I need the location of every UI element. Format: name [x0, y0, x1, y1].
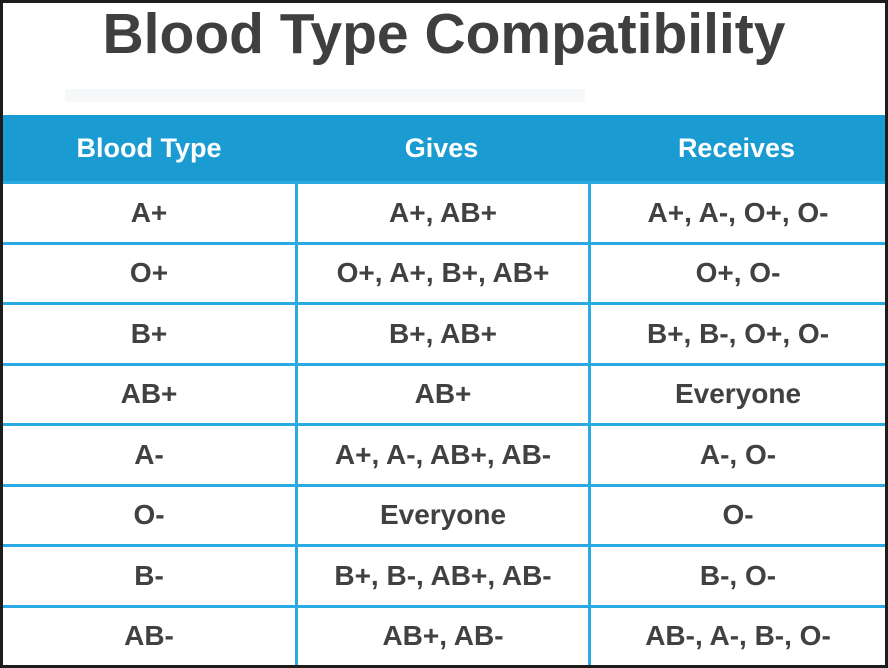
- table-row: O+ O+, A+, B+, AB+ O+, O-: [3, 244, 885, 305]
- table-row: A+ A+, AB+ A+, A-, O+, O-: [3, 184, 885, 245]
- cell-blood-type: B+: [130, 317, 168, 349]
- cell-gives: AB+, AB-: [295, 607, 588, 665]
- cell-blood-type: AB+: [120, 378, 178, 410]
- table-row: AB+ AB+ Everyone: [3, 365, 885, 426]
- cell-receives: O-: [588, 486, 885, 544]
- cell-blood-type: O-: [133, 499, 165, 531]
- cell-blood-type: O+: [129, 257, 169, 289]
- faint-watermark: [65, 89, 585, 102]
- cell-gives: O+, A+, B+, AB+: [295, 244, 588, 302]
- cell-receives: B+, B-, O+, O-: [588, 305, 885, 363]
- cell-receives: A-, O-: [588, 426, 885, 484]
- cell-blood-type: B-: [134, 559, 164, 591]
- table-row: A- A+, A-, AB+, AB- A-, O-: [3, 426, 885, 487]
- cell-blood-type: AB-: [124, 620, 174, 652]
- table-row: AB- AB+, AB- AB-, A-, B-, O-: [3, 607, 885, 665]
- column-header-receives: Receives: [677, 132, 796, 163]
- cell-receives: Everyone: [588, 365, 885, 423]
- cell-blood-type: A-: [134, 438, 164, 470]
- table-row: O- Everyone O-: [3, 486, 885, 547]
- table-header-row: Blood Type Gives Receives: [3, 115, 885, 181]
- cell-receives: B-, O-: [588, 547, 885, 605]
- column-header-blood-type: Blood Type: [76, 132, 222, 163]
- cell-gives: B+, AB+: [295, 305, 588, 363]
- cell-gives: AB+: [295, 365, 588, 423]
- cell-receives: AB-, A-, B-, O-: [588, 607, 885, 665]
- table-body: A+ A+, AB+ A+, A-, O+, O- O+ O+, A+, B+,…: [3, 181, 885, 665]
- page-title: Blood Type Compatibility: [102, 2, 786, 66]
- cell-gives: Everyone: [295, 486, 588, 544]
- cell-blood-type: A+: [130, 196, 168, 228]
- table-row: B- B+, B-, AB+, AB- B-, O-: [3, 547, 885, 608]
- cell-gives: A+, A-, AB+, AB-: [295, 426, 588, 484]
- cell-receives: O+, O-: [588, 244, 885, 302]
- title-area: Blood Type Compatibility: [3, 3, 885, 115]
- cell-gives: B+, B-, AB+, AB-: [295, 547, 588, 605]
- cell-receives: A+, A-, O+, O-: [588, 184, 885, 242]
- cell-gives: A+, AB+: [295, 184, 588, 242]
- table-row: B+ B+, AB+ B+, B-, O+, O-: [3, 305, 885, 366]
- column-header-gives: Gives: [404, 132, 479, 163]
